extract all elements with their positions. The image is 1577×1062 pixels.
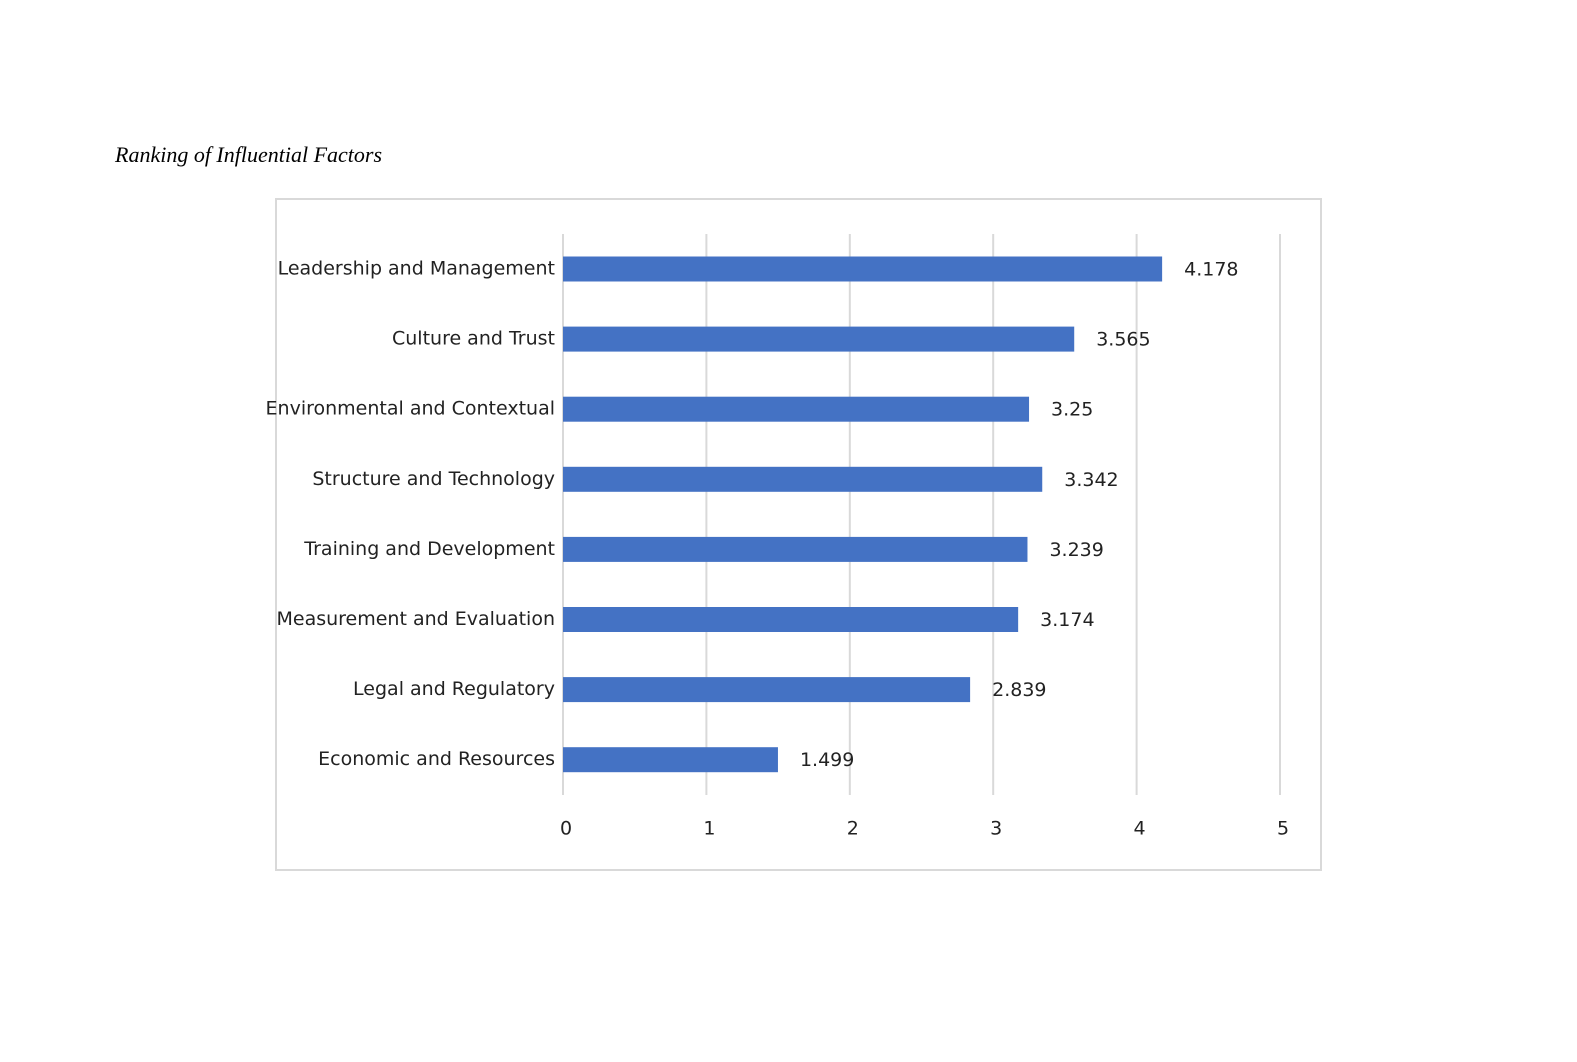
bar <box>563 466 1043 492</box>
bar <box>563 256 1163 282</box>
chart-frame <box>275 198 1322 871</box>
data-label: 2.839 <box>992 679 1046 701</box>
bar <box>563 607 1019 632</box>
data-label: 1.499 <box>800 749 854 771</box>
bar <box>563 677 971 703</box>
data-label: 3.565 <box>1096 329 1150 351</box>
data-label: 3.239 <box>1049 539 1103 561</box>
data-label: 3.174 <box>1040 609 1094 631</box>
bar <box>563 396 1030 422</box>
x-tick-label: 2 <box>847 818 859 840</box>
x-tick-label: 3 <box>990 818 1002 840</box>
y-tick-label: Environmental and Contextual <box>266 398 555 420</box>
data-label: 3.342 <box>1064 469 1118 491</box>
data-label: 4.178 <box>1184 259 1238 281</box>
x-tick-label: 5 <box>1277 818 1289 840</box>
y-tick-label: Culture and Trust <box>392 328 555 350</box>
y-tick-label: Measurement and Evaluation <box>276 608 555 630</box>
x-tick-label: 0 <box>560 818 572 840</box>
chart-title: Ranking of Influential Factors <box>114 142 382 167</box>
bar <box>563 536 1028 562</box>
y-tick-label: Leadership and Management <box>278 258 555 280</box>
bar <box>563 747 778 773</box>
bar <box>563 326 1075 352</box>
x-tick-label: 4 <box>1134 818 1146 840</box>
y-tick-label: Legal and Regulatory <box>353 678 555 700</box>
y-tick-label: Economic and Resources <box>318 748 555 770</box>
y-tick-label: Training and Development <box>303 538 555 560</box>
x-tick-label: 1 <box>703 818 715 840</box>
y-tick-label: Structure and Technology <box>312 468 555 490</box>
data-label: 3.25 <box>1051 399 1093 421</box>
